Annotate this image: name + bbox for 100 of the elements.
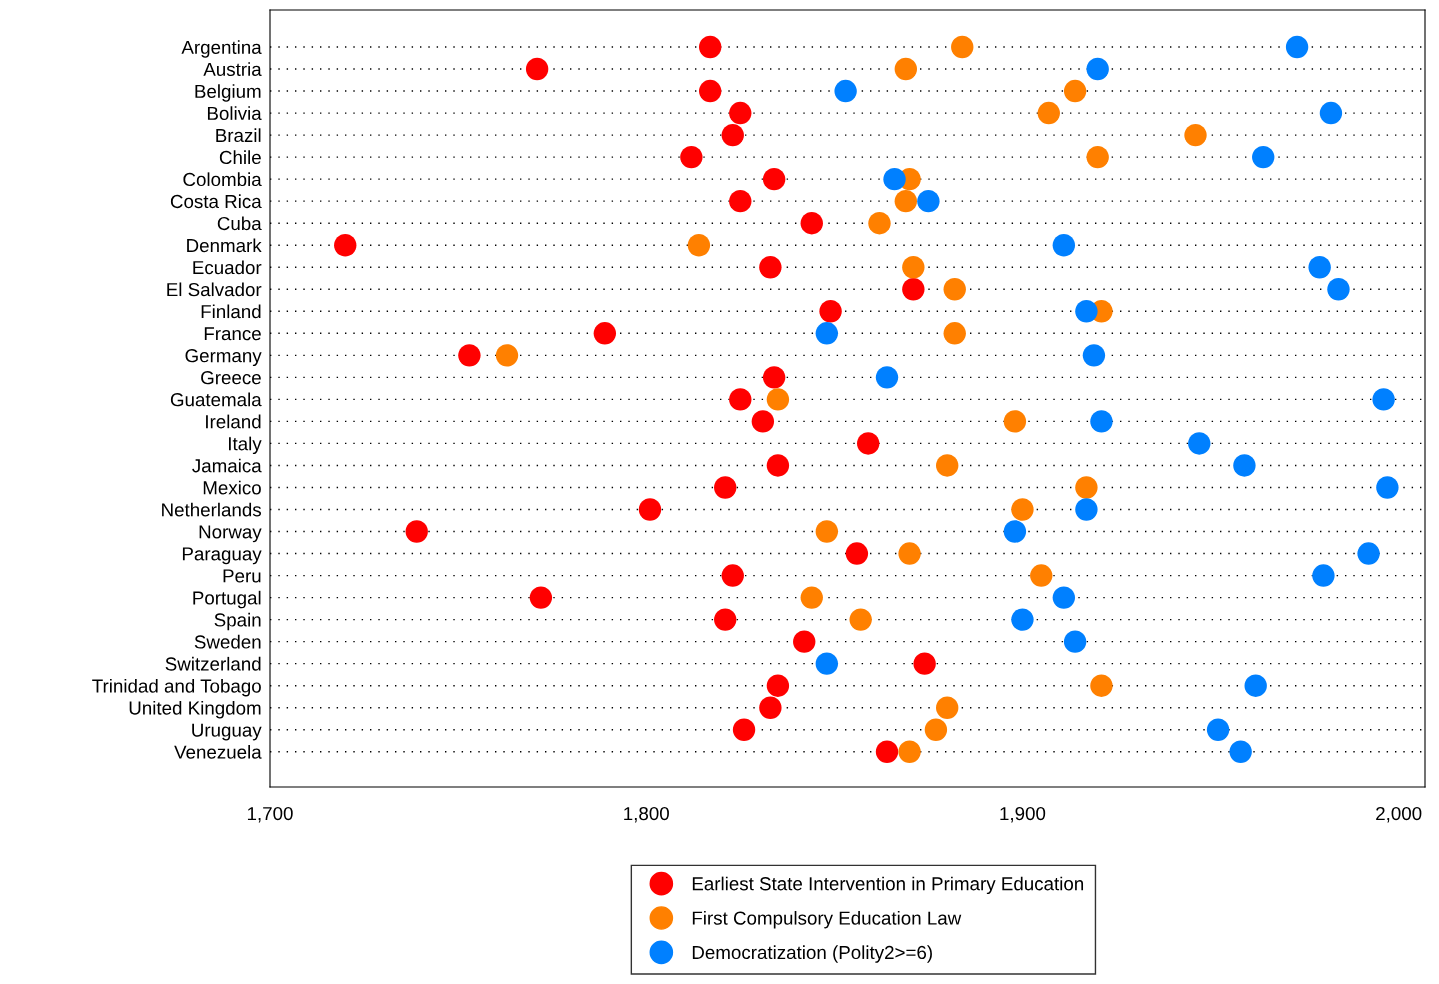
point: [766, 674, 790, 697]
point: [1327, 278, 1350, 301]
point: [762, 167, 786, 191]
point: [1252, 145, 1275, 169]
y-tick-label: France: [204, 327, 261, 341]
y-tick-label: Germany: [185, 349, 262, 367]
point: [1063, 630, 1087, 653]
point: [1075, 498, 1098, 521]
x-tick-label: 1,700: [247, 806, 293, 823]
point: [936, 696, 959, 719]
point: [1003, 410, 1027, 433]
x-tick-label: 2,000: [1376, 806, 1422, 823]
point: [815, 652, 839, 675]
point: [902, 278, 925, 301]
point: [1372, 388, 1395, 411]
y-tick-label: Colombia: [183, 172, 262, 187]
point: [1233, 454, 1256, 477]
point: [1285, 35, 1309, 59]
point: [913, 652, 936, 675]
point: [1312, 564, 1335, 587]
point: [729, 388, 752, 411]
y-tick-label: Austria: [203, 62, 262, 76]
y-tick-label: Portugal: [193, 590, 261, 609]
point: [766, 388, 790, 411]
point: [1090, 410, 1113, 433]
y-tick-label: Ecuador: [193, 260, 262, 275]
point: [1184, 123, 1207, 147]
point: [898, 740, 921, 763]
y-tick-label: Brazil: [216, 128, 261, 143]
point: [1229, 740, 1252, 763]
point: [721, 123, 744, 147]
point: [943, 278, 966, 301]
y-tick-label: Guatemala: [170, 392, 262, 407]
y-tick-label: Denmark: [187, 238, 262, 253]
y-tick-label: Jamaica: [192, 458, 262, 473]
point: [751, 410, 775, 433]
legend-label: First Compulsory Education Law: [692, 910, 962, 929]
y-tick-label: Ireland: [206, 414, 261, 429]
point: [593, 322, 617, 345]
point: [1376, 476, 1399, 499]
legend-label: Democratization (Polity2>=6): [692, 945, 932, 963]
y-tick-label: Spain: [214, 612, 261, 631]
point: [1357, 542, 1380, 565]
point: [1319, 101, 1343, 125]
point: [1206, 718, 1230, 741]
point: [1037, 101, 1060, 125]
point: [902, 256, 925, 279]
y-tick-label: Chile: [219, 150, 261, 165]
point: [762, 366, 786, 389]
y-tick-label: Sweden: [194, 634, 261, 649]
point: [529, 586, 553, 609]
point: [1011, 498, 1034, 521]
y-tick-label: Peru: [223, 569, 261, 583]
point: [894, 57, 918, 81]
point: [815, 520, 839, 543]
point: [687, 234, 711, 257]
y-tick-label: Italy: [229, 436, 262, 455]
point: [868, 211, 891, 235]
point: [1063, 79, 1087, 103]
y-tick-label: Cuba: [217, 216, 262, 231]
point: [1090, 674, 1113, 697]
y-tick-label: Belgium: [195, 84, 261, 102]
point: [1011, 608, 1034, 631]
point: [714, 476, 737, 499]
y-tick-label: Trinidad and Tobago: [92, 678, 261, 697]
y-tick-label: United Kingdom: [129, 700, 261, 719]
point: [800, 586, 823, 609]
point: [1052, 586, 1076, 609]
point: [680, 145, 703, 169]
point: [800, 211, 823, 235]
point: [525, 57, 549, 81]
point: [856, 432, 880, 455]
point: [698, 79, 722, 103]
point: [1003, 520, 1027, 543]
point: [1188, 432, 1211, 455]
point: [759, 696, 782, 719]
point: [1086, 57, 1109, 81]
point: [924, 718, 948, 741]
point: [936, 454, 959, 477]
y-tick-label: Uruguay: [192, 723, 262, 741]
point: [714, 608, 737, 631]
point: [834, 79, 857, 103]
y-tick-label: Finland: [201, 304, 261, 319]
point: [458, 344, 481, 367]
point: [898, 542, 921, 565]
point: [1030, 564, 1053, 587]
y-tick-label: Argentina: [181, 40, 262, 58]
point: [845, 542, 869, 565]
x-tick-label: 1,800: [624, 806, 669, 823]
point: [951, 35, 974, 59]
point: [875, 366, 899, 389]
y-tick-label: Switzerland: [165, 656, 261, 671]
y-tick-label: Venezuela: [174, 744, 262, 759]
point: [1052, 234, 1076, 257]
point: [1075, 300, 1098, 323]
point: [883, 167, 906, 191]
point: [819, 300, 842, 323]
point: [638, 498, 662, 521]
y-tick-label: Paraguay: [182, 547, 262, 565]
point: [729, 101, 752, 125]
